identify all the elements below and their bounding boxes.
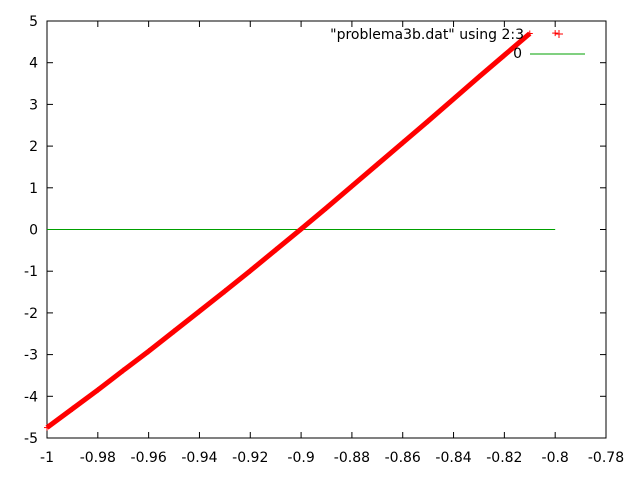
x-tick-label: -0.82	[486, 450, 522, 466]
x-tick-label: -0.8	[542, 450, 569, 466]
data-point	[69, 405, 76, 412]
data-point	[298, 226, 305, 233]
data-point	[526, 30, 533, 37]
data-point	[475, 73, 482, 80]
y-tick-label: 0	[29, 223, 38, 239]
legend-label-zero-series: 0	[513, 46, 522, 62]
data-point	[171, 328, 178, 335]
data-point	[272, 246, 279, 253]
data-point	[399, 139, 406, 146]
data-point	[323, 204, 330, 211]
data-point	[552, 30, 559, 37]
x-tick-label: -0.94	[181, 450, 217, 466]
data-series-line	[45, 31, 532, 430]
data-point	[145, 348, 152, 355]
legend-label-data-series: "problema3b.dat" using 2:3	[330, 27, 524, 43]
data-point	[450, 95, 457, 102]
legend-sample-data-series	[555, 30, 563, 38]
data-point	[247, 267, 254, 274]
data-point	[501, 52, 508, 59]
data-point	[348, 183, 355, 190]
data-point	[221, 288, 228, 295]
data-point	[374, 161, 381, 168]
data-series	[44, 30, 559, 431]
legend: "problema3b.dat" using 2:3 0	[330, 27, 585, 62]
data-point	[196, 308, 203, 315]
ticks: -1 -0.98 -0.96 -0.94 -0.92 -0.9 -0.88 -0.86 -0.8…	[24, 14, 624, 466]
y-tick-label: -3	[24, 348, 38, 364]
x-tick-label: -0.96	[131, 450, 167, 466]
x-tick-label: -0.84	[435, 450, 471, 466]
y-tick-label: -1	[24, 264, 38, 280]
y-tick-label: 2	[29, 139, 38, 155]
data-point	[44, 424, 50, 431]
y-tick-label: 4	[29, 56, 38, 72]
y-tick-label: 1	[29, 181, 38, 197]
x-tick-label: -0.92	[232, 450, 268, 466]
y-tick-label: 5	[29, 14, 38, 30]
x-tick-label: -0.98	[80, 450, 116, 466]
x-tick-label: -1	[40, 450, 54, 466]
x-tick-label: -0.78	[588, 450, 624, 466]
x-tick-label: -0.9	[287, 450, 314, 466]
y-tick-label: -2	[24, 306, 38, 322]
x-tick-label: -0.88	[334, 450, 370, 466]
y-tick-label: -5	[24, 431, 38, 447]
data-point	[120, 367, 127, 374]
data-point	[425, 118, 432, 125]
y-tick-label: 3	[29, 97, 38, 113]
x-tick-label: -0.86	[385, 450, 421, 466]
data-point	[94, 387, 101, 394]
y-tick-label: -4	[24, 389, 38, 405]
